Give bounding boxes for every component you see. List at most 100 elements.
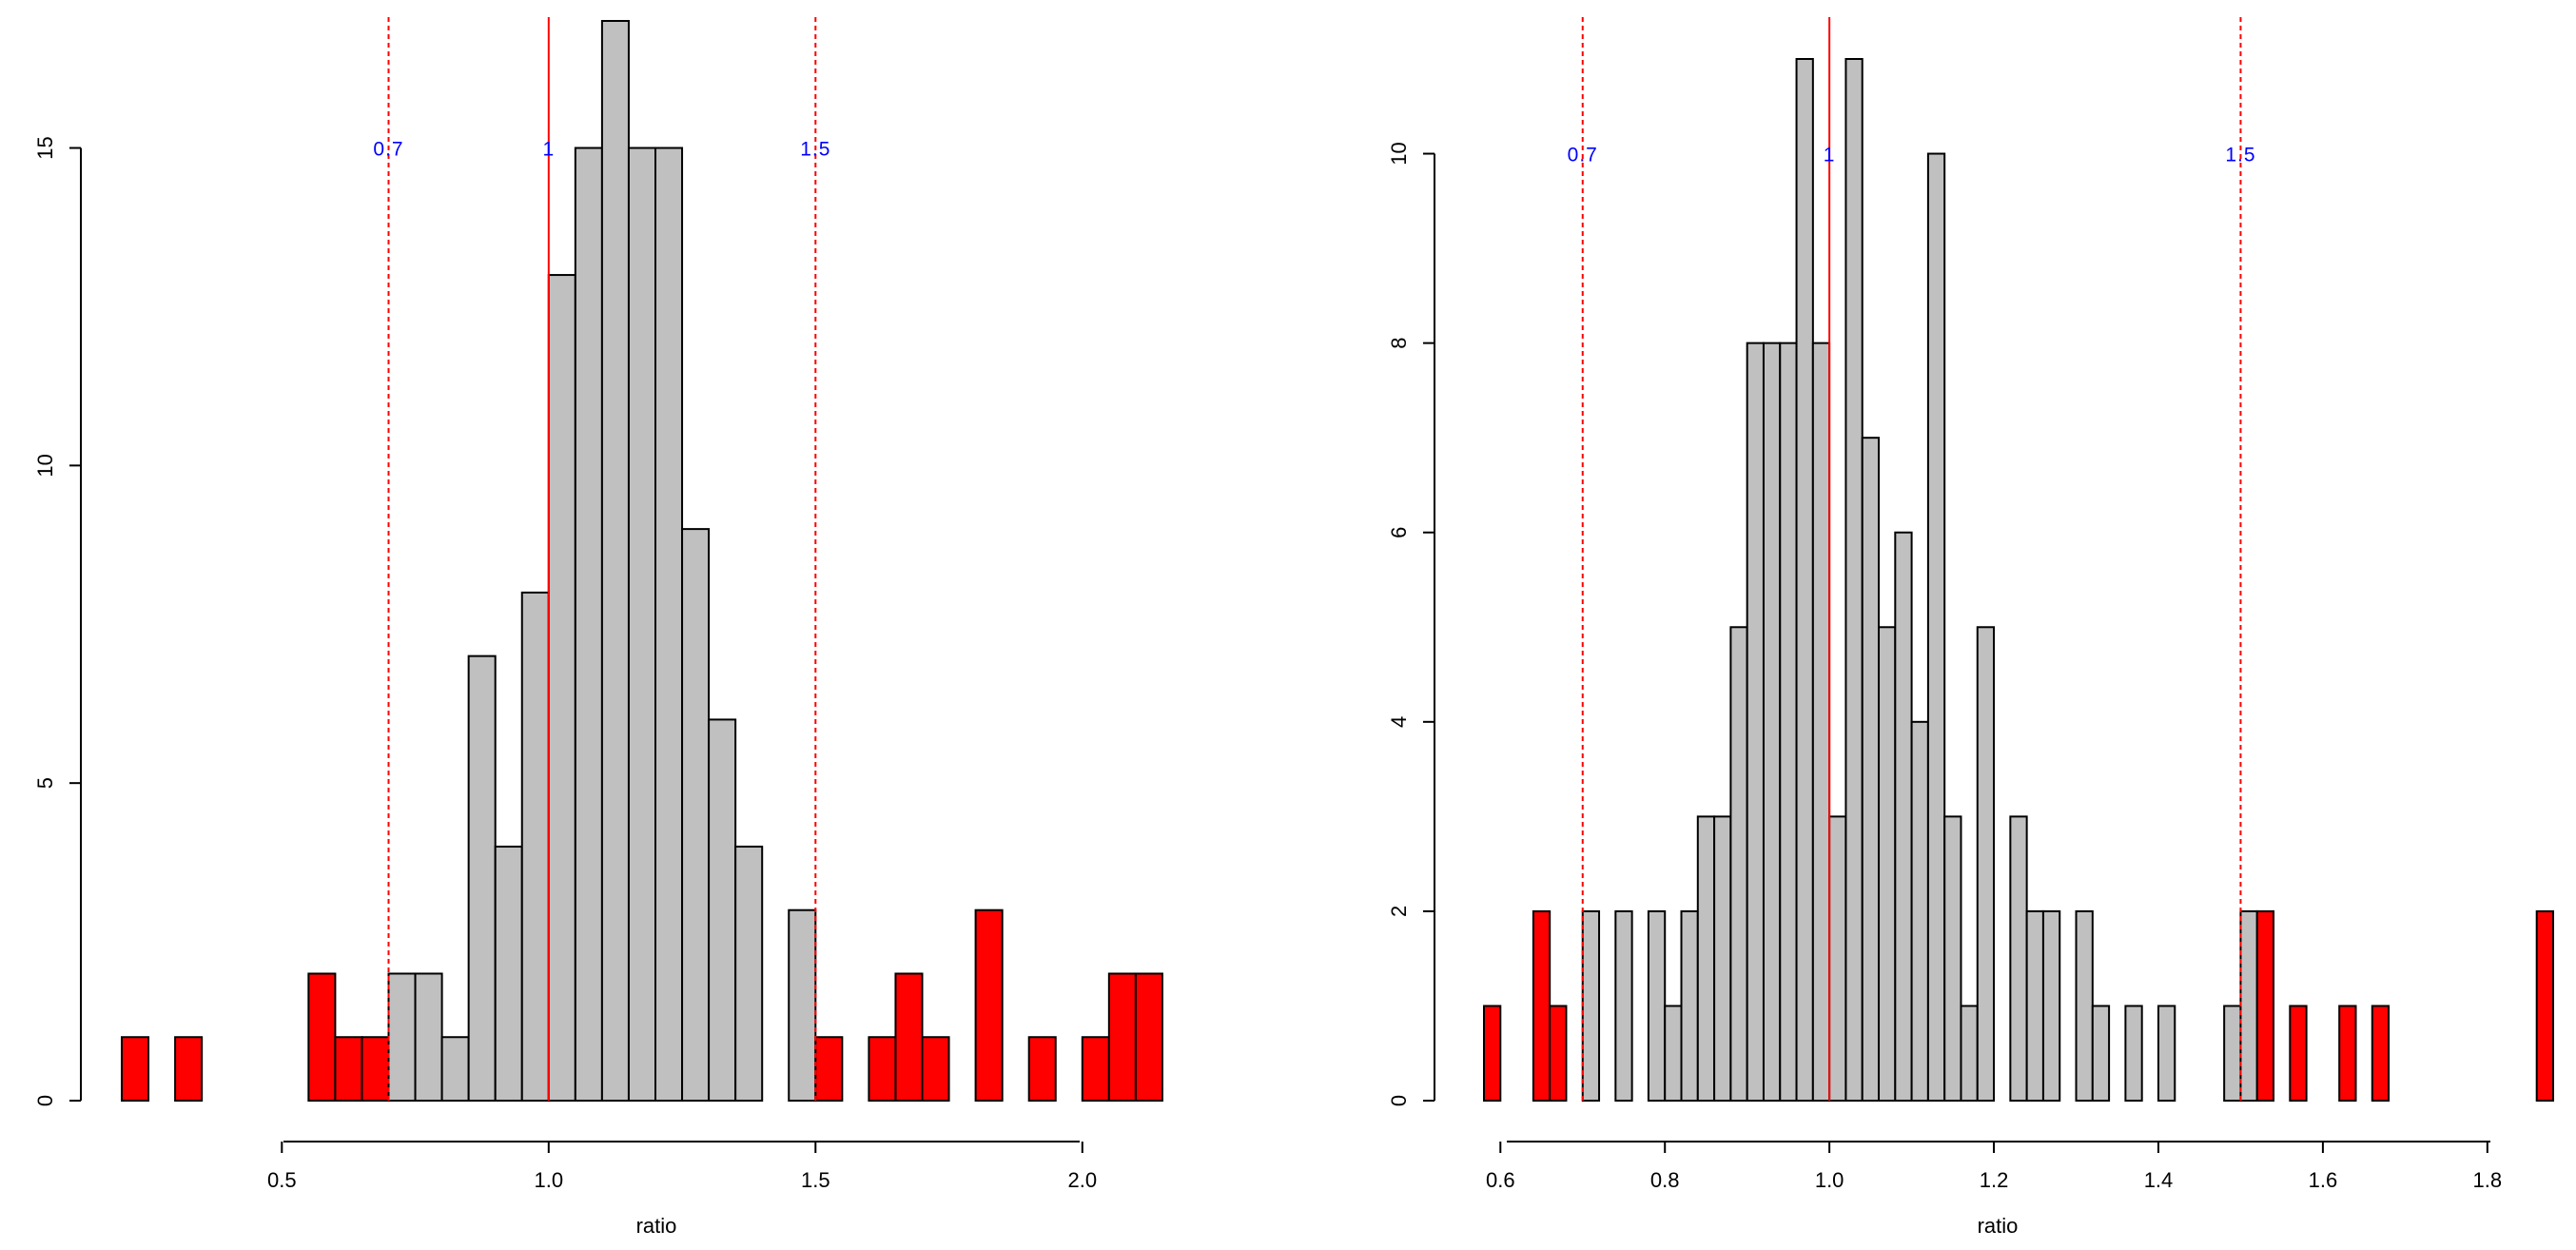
histogram-bar-outlier [334, 1036, 363, 1103]
x-tick-label: 0.8 [1650, 1168, 1680, 1192]
x-tick-label: 0.6 [1486, 1168, 1515, 1192]
histogram-bar-outlier [1549, 1005, 1568, 1103]
histogram-bar-outlier [174, 1036, 204, 1103]
left-histogram-panel: 0.7 1 1.5 0.5 1.0 1.5 2.0 ratio 0 5 10 15 [33, 17, 1163, 1238]
histogram-bar [1878, 626, 1897, 1102]
histogram-bar [1647, 909, 1667, 1103]
histogram-bar [1828, 815, 1847, 1102]
x-tick-label: 1.2 [1980, 1168, 2009, 1192]
bars-group [1483, 58, 2555, 1103]
histogram-bar [1861, 437, 1881, 1102]
x-tick-label: 1.0 [535, 1168, 564, 1192]
histogram-bar [2223, 1005, 2242, 1103]
histogram-bar [1844, 58, 1864, 1102]
reference-lines-group: 0.7 1 1.5 [1568, 17, 2255, 1101]
histogram-bar [2025, 909, 2044, 1103]
y-tick-label: 4 [1387, 716, 1411, 728]
reference-line-label: 1.5 [2225, 145, 2255, 166]
histogram-bar-outlier [1107, 972, 1137, 1102]
histogram-bar [2091, 1005, 2111, 1103]
histogram-bar [1614, 909, 1633, 1103]
x-tick-label: 1.0 [1815, 1168, 1844, 1192]
histogram-bar [1680, 909, 1699, 1103]
reference-line-label: 1 [1824, 145, 1836, 166]
histogram-bar [681, 528, 711, 1102]
histogram-bar [440, 1036, 470, 1103]
reference-line-label: 0.7 [373, 139, 403, 161]
histogram-bar-outlier [361, 1036, 390, 1103]
histogram-bar [1910, 720, 1929, 1102]
x-axis-label: ratio [1978, 1214, 2019, 1238]
histogram-bar [2075, 909, 2094, 1103]
histogram-bar [627, 146, 657, 1102]
histogram-bar-outlier [974, 908, 1004, 1102]
x-tick-label: 2.0 [1068, 1168, 1098, 1192]
histogram-bar [574, 146, 603, 1102]
histogram-bar [414, 972, 443, 1102]
y-tick-label: 2 [1387, 906, 1411, 917]
reference-line-label: 0.7 [1568, 145, 1598, 166]
histogram-bar-outlier [1134, 972, 1163, 1102]
histogram-bar [654, 146, 684, 1102]
histogram-bar [494, 845, 523, 1102]
reference-line-label: 1.5 [800, 139, 830, 161]
histogram-bar-outlier [307, 972, 337, 1102]
histogram-bar-outlier [2535, 909, 2555, 1103]
x-tick-label: 1.4 [2144, 1168, 2174, 1192]
histogram-bar [520, 591, 550, 1102]
histogram-bar [1926, 152, 1946, 1102]
histogram-bar [1762, 342, 1782, 1102]
x-tick-label: 1.6 [2309, 1168, 2338, 1192]
histogram-bar-outlier [894, 972, 924, 1102]
x-tick-label: 1.8 [2473, 1168, 2503, 1192]
x-tick-label: 1.5 [801, 1168, 830, 1192]
histogram-bar [1581, 909, 1601, 1103]
histogram-bar [1729, 626, 1748, 1102]
histogram-bar [708, 718, 737, 1102]
histogram-bar [1811, 342, 1831, 1102]
reference-line-label: 1 [542, 139, 555, 161]
histogram-bar [467, 654, 497, 1102]
histogram-bar-outlier [814, 1036, 844, 1103]
reference-lines-group: 0.7 1 1.5 [373, 17, 830, 1101]
histogram-bar [1713, 815, 1732, 1102]
histogram-bar [1664, 1005, 1683, 1103]
histogram-bar [1746, 342, 1765, 1102]
y-tick-label: 6 [1387, 527, 1411, 538]
histogram-bar [788, 908, 817, 1102]
x-tick-label: 0.5 [267, 1168, 297, 1192]
x-axis: 0.6 0.8 1.0 1.2 1.4 1.6 1.8 ratio [1486, 1141, 2503, 1238]
y-tick-label: 10 [33, 454, 57, 477]
x-axis: 0.5 1.0 1.5 2.0 ratio [267, 1141, 1098, 1238]
histogram-bar [2156, 1005, 2176, 1103]
histogram-bar [547, 274, 576, 1102]
y-tick-label: 10 [1387, 142, 1411, 165]
histogram-bar-outlier [1532, 909, 1551, 1103]
y-tick-label: 0 [1387, 1095, 1411, 1106]
histogram-bar [1779, 342, 1798, 1102]
y-axis: 0 5 10 15 [33, 136, 82, 1106]
histogram-bar-outlier [921, 1036, 950, 1103]
y-tick-label: 8 [1387, 338, 1411, 349]
y-tick-label: 0 [33, 1095, 57, 1106]
bars-group [121, 20, 1163, 1103]
histogram-bar-outlier [868, 1036, 897, 1103]
histogram-bar-outlier [2338, 1005, 2357, 1103]
histogram-bar [734, 845, 764, 1102]
y-tick-label: 5 [33, 777, 57, 789]
histogram-bar [1795, 58, 1814, 1102]
histogram-bar [387, 972, 417, 1102]
histogram-bar-outlier [1081, 1036, 1110, 1103]
histogram-bar [1943, 815, 1962, 1102]
histogram-bar-outlier [2255, 909, 2275, 1103]
x-axis-label: ratio [636, 1214, 677, 1238]
histogram-bar [2124, 1005, 2143, 1103]
histogram-bar-outlier [2371, 1005, 2391, 1103]
histogram-bar [1696, 815, 1716, 1102]
histogram-bar [2239, 909, 2258, 1103]
histogram-bar-outlier [1483, 1005, 1502, 1103]
histogram-bar-outlier [2289, 1005, 2308, 1103]
histogram-bar-outlier [1027, 1036, 1057, 1103]
histogram-bar-outlier [121, 1036, 150, 1103]
